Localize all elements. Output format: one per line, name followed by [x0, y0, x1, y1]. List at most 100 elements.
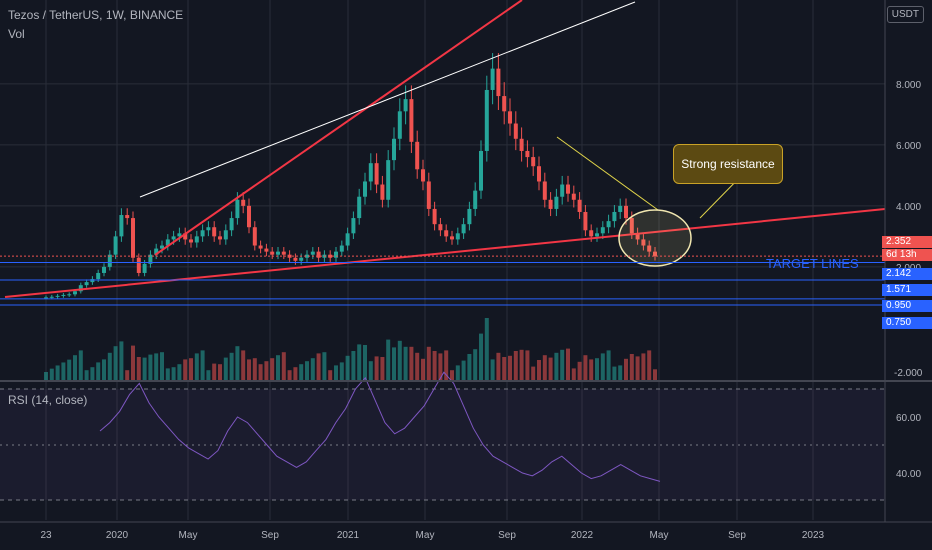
candle-body	[589, 230, 594, 237]
upper-red-trendline	[154, 0, 523, 256]
candle-body	[334, 251, 338, 258]
candle-body	[339, 245, 344, 252]
candle-body	[595, 233, 599, 237]
candle-body	[508, 111, 512, 124]
candle-body	[125, 215, 130, 219]
candle-body	[194, 236, 199, 243]
volume-bar	[525, 350, 530, 380]
candle-body	[310, 251, 315, 255]
candle-body	[577, 199, 582, 212]
candle-body	[421, 169, 425, 182]
volume-bar	[316, 353, 321, 380]
volume-bar	[450, 370, 454, 380]
candle-body	[206, 227, 211, 231]
upper-white-trendline	[139, 1, 636, 198]
volume-bar	[438, 353, 443, 380]
volume-bar	[618, 365, 623, 380]
candle-body	[415, 141, 420, 170]
target-price-3: 0.950	[882, 300, 932, 312]
volume-bar	[566, 348, 570, 380]
volume-bar	[629, 354, 634, 380]
candle-body	[305, 254, 309, 258]
currency-selector[interactable]: USDT	[886, 6, 924, 23]
volume-bar	[212, 363, 217, 380]
candle-body	[618, 205, 623, 212]
candle-body	[368, 163, 373, 182]
candle-body	[299, 257, 304, 261]
candle-body	[484, 89, 489, 151]
volume-bar	[473, 349, 478, 380]
volume-bar	[281, 352, 286, 380]
candle-body	[61, 294, 66, 296]
volume-bar	[502, 357, 507, 380]
candle-body	[357, 196, 362, 219]
candle-body	[461, 224, 466, 234]
volume-bar	[542, 355, 547, 380]
volume-bar	[496, 352, 501, 380]
candle-body	[380, 184, 385, 200]
volume-bar	[363, 345, 367, 380]
candle-body	[247, 205, 251, 228]
rsi-panel	[0, 371, 885, 501]
candle-body	[252, 227, 257, 246]
volume-bar	[189, 358, 193, 380]
volume-bar	[125, 370, 130, 380]
candle-body	[78, 285, 83, 292]
volume-bar	[61, 362, 66, 380]
candle-body	[264, 248, 269, 252]
candle-body	[218, 236, 222, 240]
x-tick-label: May	[416, 530, 435, 541]
volume-bar	[589, 359, 594, 380]
candle-body	[67, 294, 72, 296]
candle-body	[525, 150, 530, 158]
volume-bar	[73, 355, 77, 380]
candle-body	[513, 123, 518, 139]
volume-bar	[479, 333, 483, 380]
candle-body	[84, 282, 89, 286]
volume-bar	[136, 357, 141, 380]
volume-bar	[403, 346, 408, 380]
candle-body	[281, 251, 286, 255]
candle-body	[542, 181, 547, 200]
volume-bar	[206, 370, 211, 380]
candle-body	[229, 218, 234, 231]
volume-label: Vol	[8, 27, 25, 41]
volume-bar	[334, 365, 338, 380]
volume-bar	[357, 344, 362, 380]
support-trendline	[4, 208, 886, 298]
volume-bar	[537, 360, 541, 380]
candle-body	[629, 218, 634, 234]
candle-body	[537, 166, 541, 182]
candle-body	[136, 257, 141, 273]
candle-body	[131, 218, 135, 258]
x-tick-label: May	[650, 530, 669, 541]
candle-body	[386, 160, 391, 200]
volume-bar	[258, 364, 263, 380]
volume-bar	[67, 359, 72, 380]
candle-body	[612, 211, 617, 222]
candle-body	[49, 296, 54, 298]
candle-body	[397, 111, 402, 139]
y-tick-label: 4.000	[896, 202, 921, 213]
candle-body	[90, 279, 95, 283]
target-lines-label: TARGET LINES	[766, 256, 859, 271]
candle-body	[212, 227, 217, 237]
volume-bar	[409, 346, 414, 380]
volume-bar	[548, 357, 553, 380]
volume-bar	[432, 351, 437, 380]
volume-bar	[508, 355, 512, 380]
volume-bar	[380, 357, 385, 380]
candle-body	[171, 236, 176, 240]
candle-body	[531, 157, 536, 167]
volume-bar	[293, 367, 298, 380]
candle-body	[119, 215, 124, 237]
candle-body	[409, 99, 414, 142]
volume-bar	[102, 359, 106, 380]
candle-body	[142, 263, 147, 273]
volume-bar	[142, 357, 147, 380]
x-tick-label: 23	[40, 530, 52, 541]
candle-body	[606, 221, 611, 228]
volume-bar	[322, 352, 327, 380]
volume-bar	[421, 358, 425, 380]
